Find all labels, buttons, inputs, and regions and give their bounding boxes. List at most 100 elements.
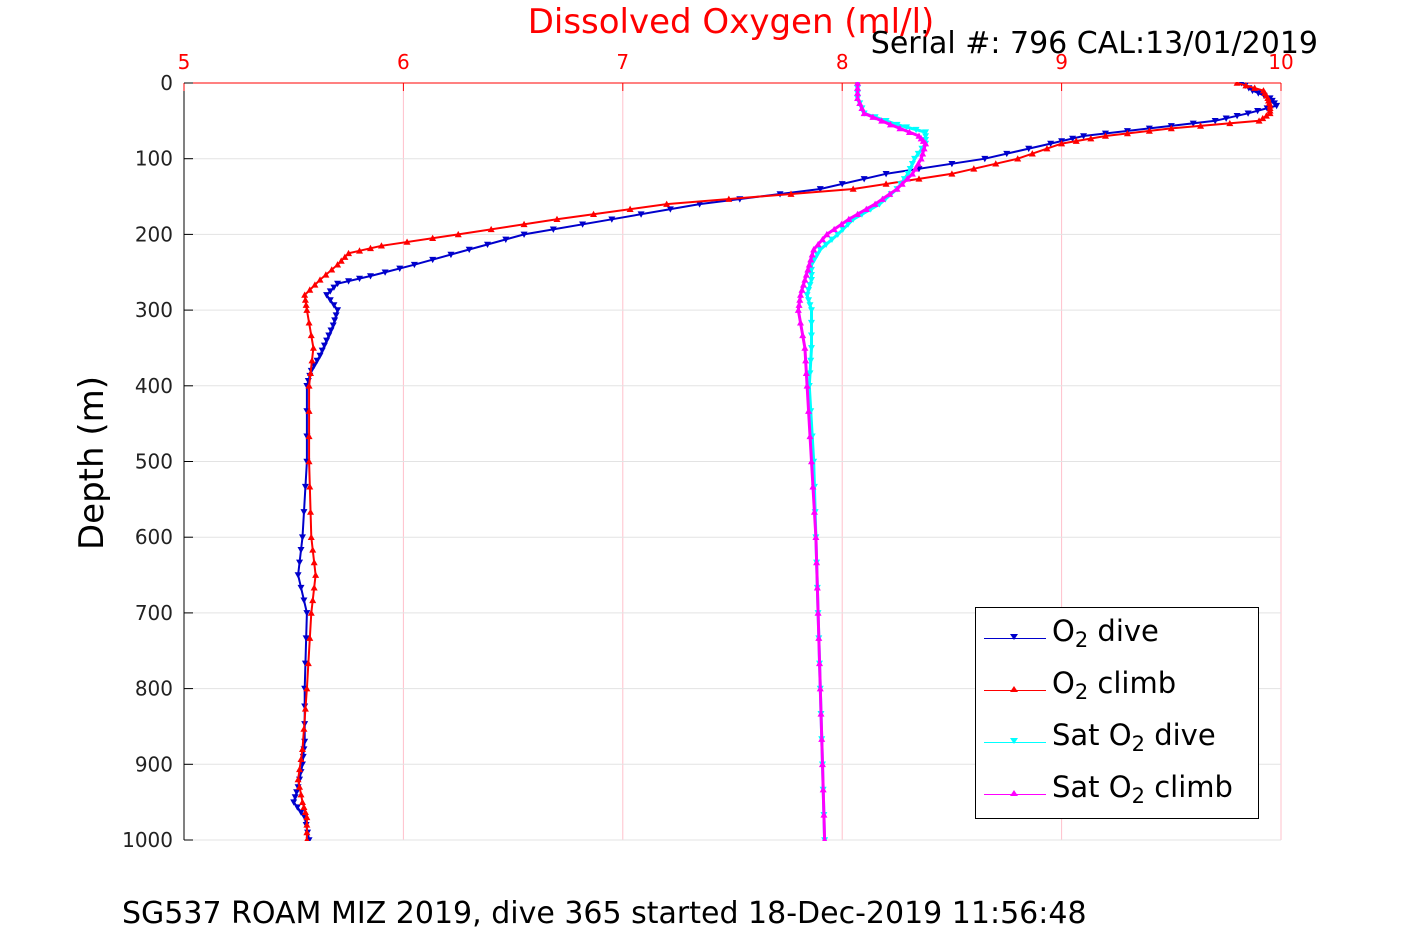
data-point: [911, 165, 919, 172]
data-point: [948, 160, 956, 168]
data-point: [860, 109, 868, 117]
data-point: [992, 160, 1000, 167]
data-point: [807, 277, 815, 284]
data-point: [815, 634, 823, 641]
data-point: [814, 240, 822, 248]
data-point: [1273, 102, 1281, 110]
legend-prefix: Sat O: [1052, 718, 1132, 752]
data-point: [1101, 132, 1109, 139]
data-point: [1197, 122, 1205, 129]
data-point: [904, 171, 912, 178]
data-point: [854, 89, 862, 96]
data-point: [309, 344, 317, 351]
data-point: [312, 571, 320, 578]
data-point: [1058, 140, 1066, 147]
legend-marker: [1010, 790, 1018, 796]
data-point: [377, 242, 385, 249]
data-point: [798, 286, 806, 293]
data-point: [834, 231, 842, 238]
data-point: [306, 634, 314, 641]
data-point: [305, 382, 313, 389]
y-tick-label: 1000: [122, 828, 173, 852]
chart-title: Dissolved Oxygen (ml/l): [527, 2, 935, 42]
data-point: [820, 811, 828, 818]
data-point: [303, 610, 311, 617]
x-tick-label: 10: [1268, 50, 1293, 74]
data-point: [297, 755, 305, 763]
data-point: [813, 558, 821, 566]
data-point: [366, 244, 374, 252]
legend-sub: 2: [1131, 732, 1145, 756]
y-tick-label: 0: [160, 71, 173, 95]
data-point: [313, 357, 321, 365]
data-point: [356, 247, 364, 254]
data-point: [856, 99, 864, 106]
data-point: [795, 301, 803, 308]
data-point: [334, 307, 342, 314]
y-tick-label: 600: [135, 525, 173, 549]
data-point: [1262, 112, 1270, 119]
data-point: [922, 140, 930, 147]
data-point: [366, 273, 374, 280]
data-point: [330, 284, 338, 291]
y-tick-label: 500: [135, 450, 173, 474]
data-point: [922, 133, 930, 140]
x-tick-label: 5: [178, 50, 191, 74]
data-point: [807, 307, 815, 314]
data-point: [310, 558, 318, 566]
data-point: [816, 685, 824, 692]
data-point: [903, 175, 911, 182]
legend-entry-o2-climb: O2 climb: [976, 662, 1258, 712]
data-point: [302, 301, 310, 308]
legend-sub: 2: [1074, 680, 1089, 704]
data-point: [303, 813, 311, 821]
y-tick-label: 800: [135, 677, 173, 701]
data-point: [818, 760, 826, 768]
data-point: [1222, 115, 1230, 122]
data-point: [297, 584, 305, 592]
legend-sub: 2: [1131, 784, 1145, 808]
data-point: [844, 221, 852, 228]
data-point: [912, 126, 920, 134]
data-point: [725, 195, 733, 202]
data-point: [1025, 145, 1033, 153]
data-point: [429, 234, 437, 241]
data-point: [304, 659, 312, 667]
data-point: [838, 181, 846, 188]
data-point: [298, 745, 306, 752]
data-point: [330, 302, 338, 309]
data-point: [807, 357, 815, 365]
legend-entry-sat-o2-climb: Sat O2 climb: [976, 766, 1258, 816]
data-point: [922, 129, 930, 136]
data-point: [301, 705, 309, 712]
x-tick-label: 9: [1055, 50, 1068, 74]
data-point: [1069, 135, 1077, 143]
data-point: [794, 306, 802, 313]
data-point: [403, 238, 411, 245]
y-tick-label: 700: [135, 601, 173, 625]
data-point: [803, 382, 811, 389]
data-point: [981, 155, 989, 163]
data-point: [590, 210, 598, 218]
data-point: [307, 508, 315, 515]
data-point: [854, 210, 862, 218]
data-point: [805, 407, 813, 414]
data-point: [970, 165, 978, 172]
data-point: [822, 241, 830, 248]
data-point: [323, 337, 331, 344]
data-point: [502, 236, 510, 243]
data-point: [318, 347, 326, 354]
data-point: [345, 249, 353, 257]
data-point: [818, 235, 826, 243]
data-point: [310, 584, 318, 591]
y-tick-label: 300: [135, 298, 173, 322]
data-point: [810, 508, 818, 515]
data-point: [830, 225, 838, 233]
data-point: [303, 685, 311, 692]
data-point: [806, 432, 814, 440]
data-point: [637, 211, 645, 218]
data-point: [802, 271, 810, 278]
data-point: [886, 190, 894, 197]
data-point: [487, 225, 495, 233]
data-point: [1226, 119, 1234, 127]
